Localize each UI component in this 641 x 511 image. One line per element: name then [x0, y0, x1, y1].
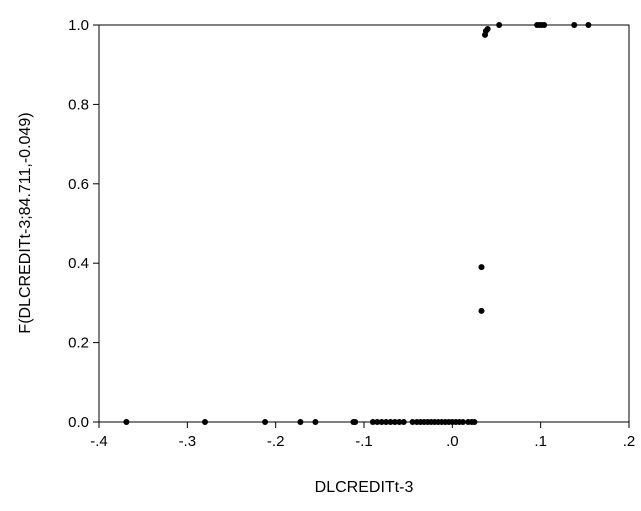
x-tick-label: .2 [623, 433, 636, 450]
y-tick-label: 0.4 [68, 255, 89, 272]
x-tick-label: .1 [534, 433, 547, 450]
x-axis-ticks: -.4 -.3 -.2 -.1 .0 .1 .2 [90, 422, 635, 450]
y-tick-label: 0.0 [68, 414, 89, 431]
data-point [369, 419, 376, 425]
data-point [352, 419, 359, 425]
data-point [484, 25, 491, 32]
data-point [202, 419, 208, 425]
data-point [585, 22, 592, 28]
y-tick-label: 0.2 [68, 335, 89, 352]
data-point [262, 419, 269, 425]
data-point [391, 419, 398, 425]
x-tick-label: -.4 [90, 433, 108, 450]
data-point [312, 419, 319, 425]
data-point [374, 419, 381, 425]
y-tick-label: 0.8 [68, 96, 89, 113]
data-point [400, 419, 407, 425]
plot-frame [98, 24, 630, 423]
data-points [123, 22, 592, 425]
x-tick-label: -.1 [355, 433, 373, 450]
data-point [496, 22, 503, 28]
y-axis-title: F(DLCREDITt-3;84.711,-0.049) [17, 112, 34, 333]
x-tick-label: -.2 [267, 433, 285, 450]
data-point [409, 419, 416, 425]
data-point [541, 22, 548, 28]
y-tick-label: 1.0 [68, 17, 89, 34]
data-point [123, 419, 130, 425]
data-point [571, 22, 578, 28]
data-point [297, 419, 304, 425]
y-tick-label: 0.6 [68, 176, 89, 193]
data-point [478, 264, 485, 271]
x-tick-label: .0 [446, 433, 459, 450]
data-point [478, 307, 485, 314]
data-point [383, 419, 390, 425]
data-point [396, 419, 403, 425]
x-tick-label: -.3 [179, 433, 197, 450]
data-point [471, 419, 478, 425]
y-axis-ticks: 0.0 0.2 0.4 0.6 0.8 1.0 [68, 17, 99, 431]
data-point [459, 419, 466, 425]
x-axis-title: DLCREDITt-3 [315, 479, 414, 496]
data-point [378, 419, 385, 425]
data-point [387, 419, 394, 425]
